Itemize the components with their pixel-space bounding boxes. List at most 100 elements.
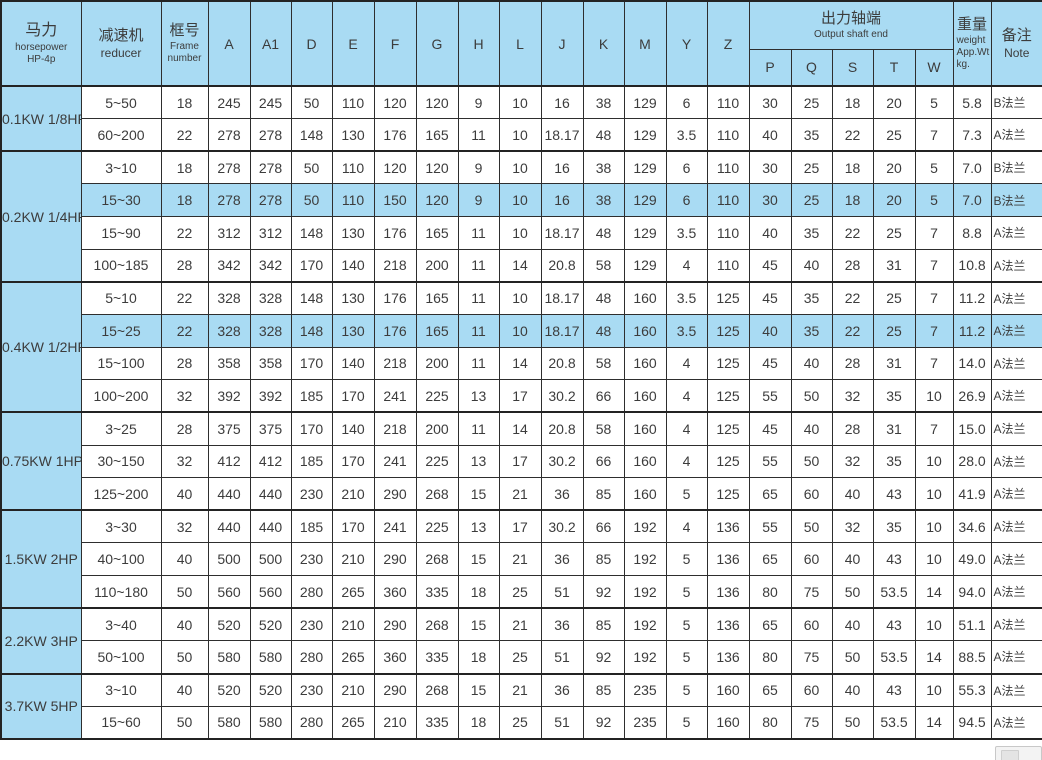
table-row: 50~100 50 580 580 280 265 360 335 18 25 51 92 192 5 13… — [1, 640, 1042, 675]
dim-value-cell: 66 — [582, 444, 625, 479]
dim-value-cell: 165 — [415, 216, 459, 250]
output-value-cell: 65 — [748, 542, 792, 577]
header-reducer-en: reducer — [100, 45, 142, 60]
dim-value-cell: 85 — [582, 607, 625, 642]
table-row: 100~200 32 392 392 185 170 241 225 13 17 30.2 66 160… — [1, 379, 1042, 413]
dim-value-cell: 165 — [415, 280, 459, 315]
header-dim-L: L — [498, 0, 542, 87]
output-value-cell: 35 — [872, 379, 916, 413]
weight-value-cell: 10.8 — [952, 248, 992, 283]
frame-number-cell: 22 — [160, 216, 209, 250]
dim-value-cell: 110 — [331, 85, 375, 120]
dim-value-cell: 412 — [207, 444, 251, 479]
output-value-cell: 32 — [831, 379, 874, 413]
dim-value-cell: 148 — [290, 280, 333, 315]
dim-value-cell: 17 — [498, 379, 542, 413]
output-value-cell: 80 — [748, 705, 792, 740]
table-row: 60~200 22 278 278 148 130 176 165 11 10 18.17 48 129… — [1, 118, 1042, 152]
dim-value-cell: 148 — [290, 313, 333, 348]
reducer-range-cell: 3~30 — [80, 509, 162, 544]
header-frame: 框号 Frame number — [160, 0, 209, 87]
dim-value-cell: 21 — [498, 607, 542, 642]
reducer-range-cell: 15~60 — [80, 705, 162, 740]
dim-value-cell: 335 — [415, 640, 459, 675]
output-value-cell: 53.5 — [872, 705, 916, 740]
dim-value-cell: 10 — [498, 280, 542, 315]
dim-value-cell: 18 — [457, 575, 500, 609]
dim-value-cell: 160 — [623, 411, 667, 446]
dim-value-cell: 129 — [623, 150, 667, 185]
dim-value-cell: 6 — [665, 85, 708, 120]
output-value-cell: 40 — [831, 672, 874, 707]
output-value-cell: 25 — [872, 118, 916, 152]
frame-number-cell: 40 — [160, 672, 209, 707]
dim-value-cell: 136 — [706, 640, 750, 675]
output-value-cell: 50 — [790, 379, 833, 413]
dim-value-cell: 51 — [540, 705, 584, 740]
reducer-range-cell: 30~150 — [80, 444, 162, 479]
dim-value-cell: 265 — [331, 705, 375, 740]
dim-value-cell: 25 — [498, 705, 542, 740]
dim-value-cell: 170 — [331, 444, 375, 479]
output-value-cell: 20 — [872, 183, 916, 218]
dim-value-cell: 140 — [331, 248, 375, 283]
cropped-corner-widget-inner — [1001, 750, 1019, 760]
cropped-corner-widget — [995, 746, 1042, 760]
note-cell: B法兰 — [990, 150, 1042, 185]
dim-value-cell: 5 — [665, 575, 708, 609]
dim-value-cell: 130 — [331, 313, 375, 348]
weight-value-cell: 88.5 — [952, 640, 992, 675]
table-body: 0.1KW 1/8HP 5~50 18 245 245 50 110 120 120 9 10 16 3… — [0, 84, 1042, 740]
dim-value-cell: 520 — [249, 607, 292, 642]
note-cell: A法兰 — [990, 313, 1042, 348]
weight-value-cell: 26.9 — [952, 379, 992, 413]
weight-value-cell: 15.0 — [952, 411, 992, 446]
dim-value-cell: 176 — [373, 280, 417, 315]
dim-value-cell: 440 — [207, 509, 251, 544]
dim-value-cell: 5 — [665, 705, 708, 740]
frame-number-cell: 22 — [160, 118, 209, 152]
dim-value-cell: 120 — [415, 183, 459, 218]
header-weight-en1: weight — [956, 35, 986, 47]
dim-value-cell: 11 — [457, 411, 500, 446]
dim-value-cell: 11 — [457, 280, 500, 315]
dim-value-cell: 268 — [415, 542, 459, 577]
dim-value-cell: 328 — [207, 280, 251, 315]
dim-value-cell: 10 — [498, 150, 542, 185]
frame-number-cell: 50 — [160, 705, 209, 740]
dim-value-cell: 245 — [207, 85, 251, 120]
dim-value-cell: 280 — [290, 640, 333, 675]
dim-value-cell: 170 — [290, 248, 333, 283]
dim-value-cell: 328 — [207, 313, 251, 348]
frame-number-cell: 40 — [160, 607, 209, 642]
table-row: 30~150 32 412 412 185 170 241 225 13 17 30.2 66 160 4… — [1, 444, 1042, 479]
dim-value-cell: 520 — [207, 672, 251, 707]
header-reducer-zh: 减速机 — [98, 27, 144, 45]
dim-value-cell: 200 — [415, 411, 459, 446]
dim-value-cell: 18.17 — [540, 216, 584, 250]
reducer-range-cell: 15~25 — [80, 313, 162, 348]
dim-value-cell: 192 — [623, 640, 667, 675]
reducer-range-cell: 125~200 — [80, 477, 162, 511]
header-output-group: 出力轴端 Output shaft end — [748, 0, 954, 50]
dim-value-cell: 92 — [582, 640, 625, 675]
dim-value-cell: 280 — [290, 575, 333, 609]
dim-value-cell: 25 — [498, 640, 542, 675]
dim-value-cell: 200 — [415, 346, 459, 381]
dim-value-cell: 120 — [373, 150, 417, 185]
output-value-cell: 45 — [748, 248, 792, 283]
output-value-cell: 60 — [790, 607, 833, 642]
dim-value-cell: 5 — [665, 477, 708, 511]
table-header: 马力 horsepower HP-4p 减速机 reducer 框号 Frame… — [0, 0, 1042, 87]
dim-value-cell: 148 — [290, 216, 333, 250]
output-value-cell: 40 — [831, 607, 874, 642]
output-value-cell: 7 — [914, 411, 954, 446]
dim-value-cell: 136 — [706, 575, 750, 609]
power-group-cell: 0.2KW 1/4HP — [0, 150, 82, 283]
dim-value-cell: 235 — [623, 672, 667, 707]
table-row: 15~90 22 312 312 148 130 176 165 11 10 18.17 48 129 3… — [1, 216, 1042, 250]
power-group-cell: 1.5KW 2HP — [0, 509, 82, 609]
dim-value-cell: 21 — [498, 672, 542, 707]
weight-value-cell: 94.0 — [952, 575, 992, 609]
dim-value-cell: 38 — [582, 85, 625, 120]
